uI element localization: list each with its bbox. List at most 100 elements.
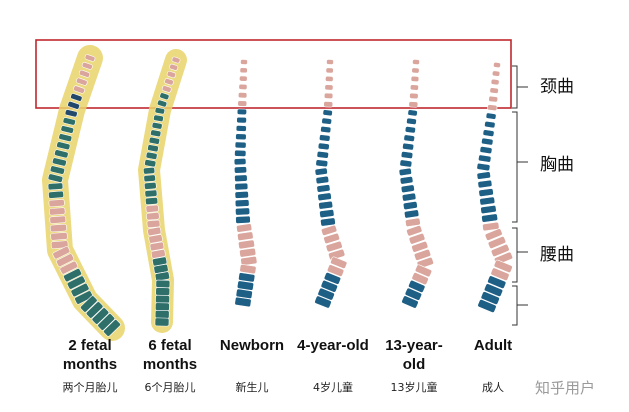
vertebra xyxy=(320,279,338,293)
vertebra xyxy=(66,275,86,290)
vertebra xyxy=(48,199,65,208)
vertebra xyxy=(414,264,433,278)
vertebra xyxy=(400,184,415,193)
vertebra xyxy=(52,246,71,260)
vertebra xyxy=(155,294,170,304)
stage-name: Adult xyxy=(473,337,513,354)
vertebra xyxy=(402,201,418,210)
vertebra xyxy=(157,99,168,108)
vertebra xyxy=(327,264,345,277)
vertebra xyxy=(47,182,64,191)
curve-label: 腰曲 xyxy=(540,245,574,265)
stage-name: 2 fetal months xyxy=(62,337,118,373)
vertebra xyxy=(476,162,491,172)
vertebra xyxy=(154,317,170,327)
vertebra xyxy=(48,190,64,199)
vertebra xyxy=(409,92,419,100)
vertebra xyxy=(58,133,73,142)
vertebra xyxy=(321,117,332,125)
vertebra xyxy=(320,126,332,134)
vertebra xyxy=(481,213,499,223)
spine xyxy=(138,49,187,333)
vertebra xyxy=(62,117,76,126)
stage-chinese: 成人 xyxy=(482,381,504,394)
vertebra xyxy=(239,75,248,82)
vertebra xyxy=(238,83,248,90)
vertebra xyxy=(408,279,426,293)
vertebra xyxy=(235,215,251,224)
vertebra xyxy=(144,189,158,198)
spine xyxy=(476,62,513,313)
vertebra xyxy=(411,272,429,285)
vertebra xyxy=(323,232,340,244)
vertebra xyxy=(317,192,332,202)
vertebra xyxy=(493,62,501,68)
vertebra xyxy=(143,166,156,175)
stage-chinese: 6个月胎儿 xyxy=(144,381,196,394)
vertebra xyxy=(404,209,420,219)
vertebra xyxy=(234,174,248,182)
vertebra xyxy=(74,290,94,305)
vertebra xyxy=(153,114,164,122)
spine xyxy=(233,59,258,308)
vertebra xyxy=(316,184,331,193)
stage-name: 4-year-old xyxy=(297,337,369,354)
vertebra xyxy=(234,141,247,149)
vertebra xyxy=(325,240,343,253)
vertebra xyxy=(405,217,421,227)
vertebra xyxy=(147,144,159,153)
vertebra xyxy=(411,67,420,74)
vertebra xyxy=(314,295,332,309)
vertebra xyxy=(319,134,331,142)
vertebra xyxy=(149,241,165,252)
vertebra xyxy=(233,158,247,166)
stage-chinese: 新生儿 xyxy=(235,381,269,394)
vertebra xyxy=(240,256,258,266)
vertebra xyxy=(408,101,419,108)
vertebra xyxy=(480,291,500,305)
vertebra xyxy=(406,225,423,237)
vertebra xyxy=(234,149,247,157)
vertebra xyxy=(409,84,419,91)
vertebra xyxy=(49,207,66,216)
vertebra xyxy=(85,301,104,319)
vertebra xyxy=(150,249,166,259)
vertebra xyxy=(47,173,64,183)
vertebra xyxy=(479,196,496,206)
vertebra xyxy=(325,67,334,74)
vertebra xyxy=(315,175,330,185)
vertebra xyxy=(325,75,334,82)
vertebra xyxy=(73,85,85,94)
vertebra xyxy=(240,59,248,65)
stage-name: 6 fetal months xyxy=(142,337,198,373)
vertebra xyxy=(323,101,334,108)
vertebra xyxy=(234,166,247,174)
vertebra xyxy=(144,182,157,190)
vertebra xyxy=(414,249,432,261)
vertebra xyxy=(81,62,93,70)
vertebra xyxy=(76,77,88,86)
vertebra xyxy=(480,205,497,214)
vertebra xyxy=(80,295,98,313)
vertebra xyxy=(236,280,254,291)
vertebra xyxy=(159,92,170,101)
vertebra xyxy=(482,221,500,232)
spine xyxy=(314,59,348,309)
vertebra xyxy=(64,109,78,118)
vertebra xyxy=(234,182,249,191)
vertebra xyxy=(56,253,75,267)
vertebra xyxy=(490,267,510,281)
vertebra xyxy=(323,92,334,99)
vertebra xyxy=(239,247,257,258)
vertebra xyxy=(70,93,83,102)
vertebra xyxy=(154,310,170,319)
vertebra xyxy=(404,287,422,301)
curve-label: 颈曲 xyxy=(540,77,574,97)
vertebra xyxy=(484,283,503,297)
vertebra xyxy=(97,313,115,331)
vertebra xyxy=(485,112,497,120)
vertebra xyxy=(145,151,158,160)
vertebra xyxy=(487,236,507,249)
vertebra xyxy=(148,234,163,244)
vertebra xyxy=(169,63,179,71)
